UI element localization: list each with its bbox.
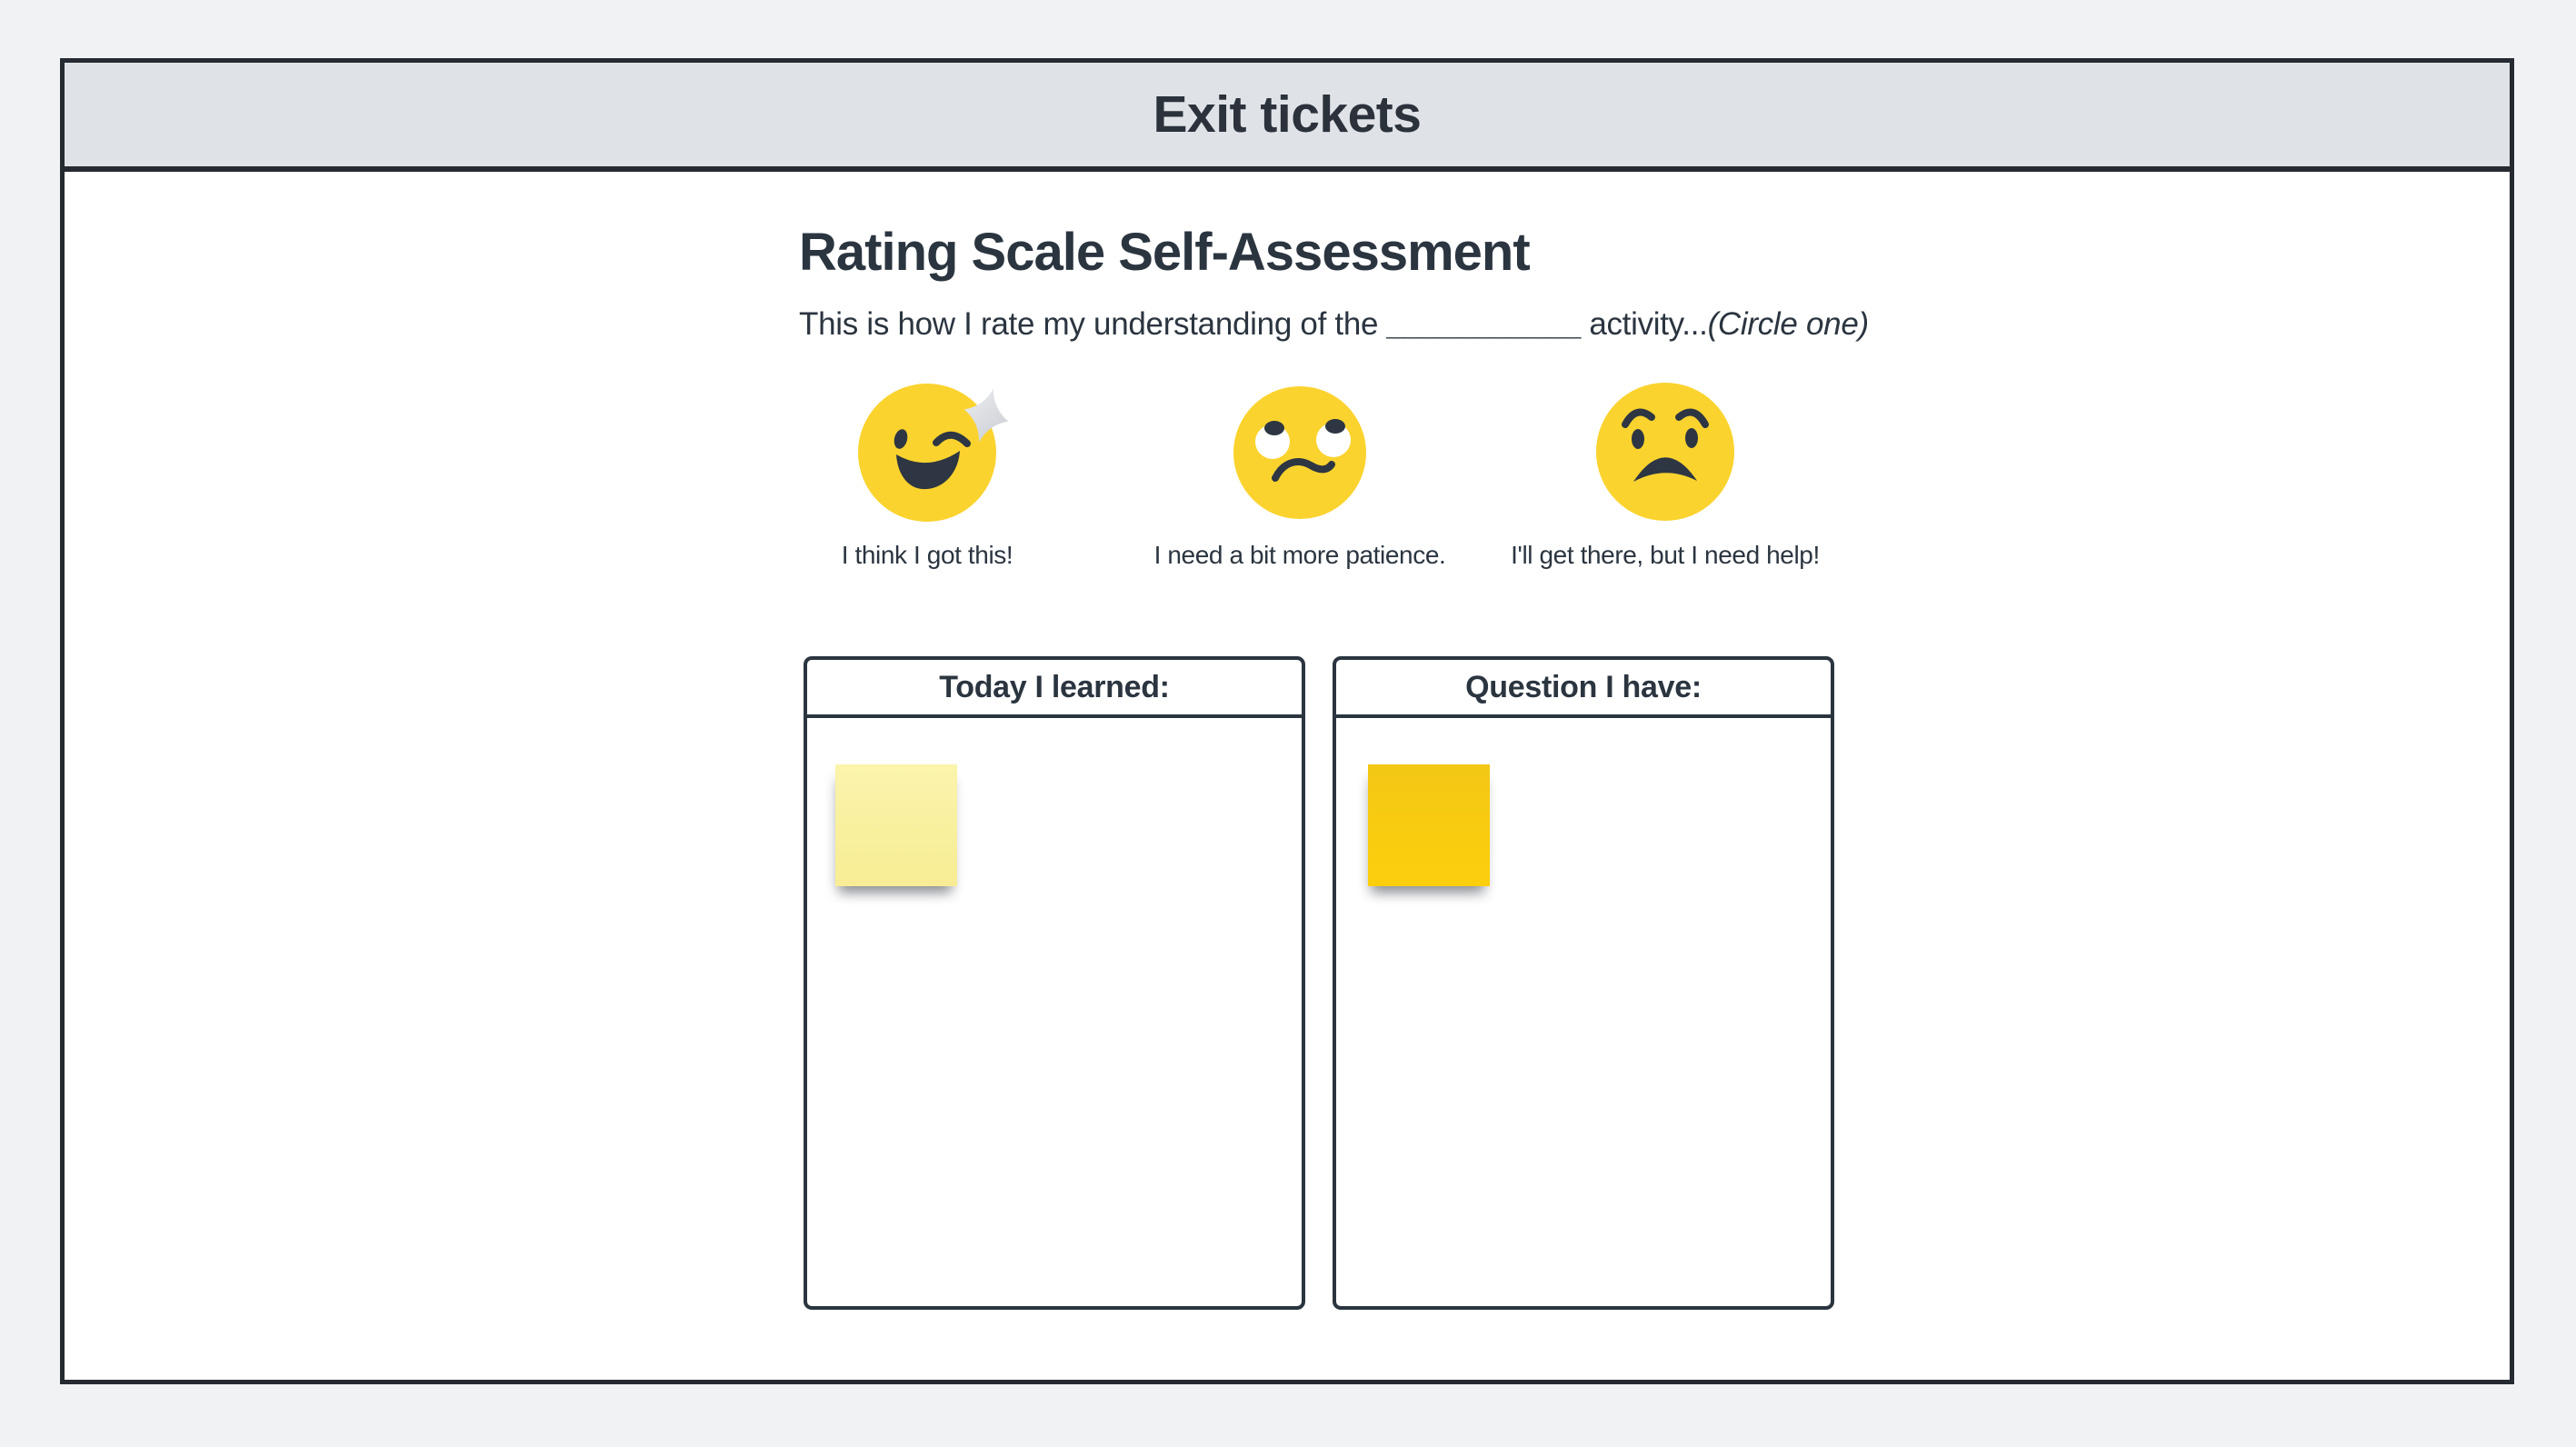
board-title: Question I have: (1336, 660, 1831, 718)
face-with-rolling-eyes-icon[interactable] (1218, 380, 1382, 525)
prompt-text-after: activity... (1589, 306, 1708, 342)
board-question-i-have[interactable]: Question I have: (1333, 656, 1834, 1310)
frame-title-bar[interactable]: Exit tickets (60, 58, 2514, 172)
board-title: Today I learned: (807, 660, 1302, 718)
frame-body: Rating Scale Self-Assessment This is how… (60, 172, 2514, 1384)
prompt-text: This is how I rate my understanding of t… (799, 306, 1379, 342)
circle-one-instruction: (Circle one) (1707, 306, 1870, 342)
option-label-got-this[interactable]: I think I got this! (841, 541, 1013, 569)
exit-tickets-frame[interactable]: Exit tickets Rating Scale Self-Assessmen… (60, 58, 2514, 1384)
option-label-need-help[interactable]: I'll get there, but I need help! (1511, 541, 1820, 569)
board-today-i-learned[interactable]: Today I learned: (804, 656, 1305, 1310)
assessment-title[interactable]: Rating Scale Self-Assessment (799, 223, 1531, 282)
winking-face-with-sparkle-icon[interactable] (845, 380, 1009, 525)
fill-in-blank: ___________ (1386, 306, 1582, 342)
worried-face-icon[interactable] (1583, 379, 1747, 524)
frame-title: Exit tickets (1153, 85, 1422, 144)
option-label-more-patience[interactable]: I need a bit more patience. (1153, 541, 1446, 569)
sticky-note-golden-yellow[interactable] (1368, 764, 1490, 886)
sticky-note-light-yellow[interactable] (835, 764, 957, 886)
assessment-prompt[interactable]: This is how I rate my understanding of t… (799, 306, 1869, 343)
